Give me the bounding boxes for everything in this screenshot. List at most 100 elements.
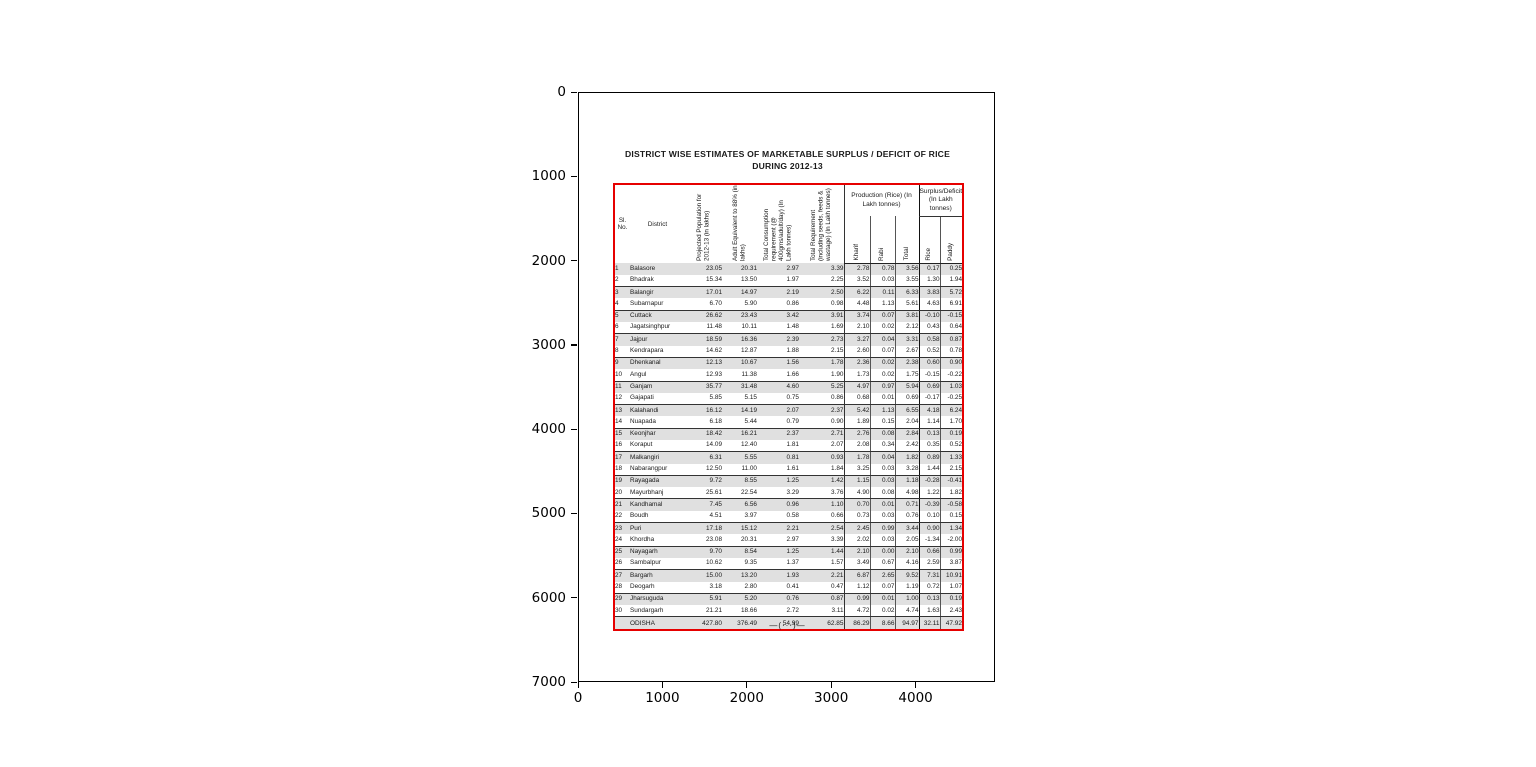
district-cell: Bargarh — [630, 571, 653, 579]
district-cell: ODISHA — [630, 616, 685, 631]
x-tick-mark — [577, 682, 579, 688]
page-footer-mark: —(···)— — [769, 621, 806, 630]
value-cell: 10.91 — [939, 569, 964, 582]
value-cell: 5.61 — [894, 298, 920, 311]
value-cell: 2.97 — [786, 264, 799, 272]
rice-table-wrap: Sl. No. District Projected Population fo… — [613, 183, 965, 632]
value-cell: 5.85 — [685, 392, 722, 406]
value-cell: 1.70 — [939, 416, 964, 429]
value-cell: 12.50 — [685, 463, 722, 476]
value-cell: 2.39 — [786, 335, 799, 343]
value-cell: 23.08 — [685, 534, 722, 547]
value-cell: 14 — [614, 416, 630, 429]
value-cell: 1.14 — [918, 416, 941, 429]
district-cell: Puri — [630, 524, 642, 532]
table-row: 20 Mayurbhanj 25.61 22.54 3.29 3.76 4.90 0.08 4.… — [614, 487, 964, 500]
table-body: 1 Balasore 23.05 20.31 2.97 3.39 2.78 0.78 3.56 0… — [614, 263, 964, 618]
value-cell: 1.19 — [894, 581, 920, 594]
table-row: 1 Balasore 23.05 20.31 2.97 3.39 2.78 0.78 3.56 0… — [614, 263, 964, 275]
value-cell: 3.25 — [843, 463, 870, 476]
value-cell: 1.63 — [918, 605, 941, 618]
value-cell: 0.11 — [869, 286, 895, 299]
table-row: 27 Bargarh 15.00 13.20 1.93 2.21 6.87 2.65 9.52 7… — [614, 569, 964, 582]
value-cell: 4 — [614, 298, 630, 311]
header-adult-equivalent: Adult Equivalent to 88% (in lakhs) — [731, 185, 747, 261]
y-tick-label: 1000 — [531, 168, 566, 185]
y-tick-mark — [571, 597, 577, 599]
value-cell: 0.76 — [894, 510, 920, 524]
value-cell: 17.18 — [706, 524, 722, 532]
table-header: Sl. No. District Projected Population fo… — [614, 184, 964, 264]
header-total-consumption: Total Consumption requirement (@ 400gms/… — [762, 200, 793, 261]
value-cell: 1.42 — [831, 477, 844, 485]
district-cell: Mayurbhanj — [630, 487, 685, 500]
value-cell: 0.01 — [869, 593, 895, 606]
value-cell: 8.66 — [869, 616, 895, 631]
value-cell: 0.04 — [869, 333, 895, 346]
value-cell: 3.11 — [799, 605, 844, 618]
value-cell: 3.97 — [722, 510, 757, 524]
value-cell: 3.55 — [894, 274, 920, 288]
district-cell: Nabarangpur — [630, 463, 685, 476]
value-cell: 1.22 — [918, 487, 941, 500]
value-cell: 10.11 — [722, 322, 757, 335]
value-cell: 6.91 — [939, 298, 964, 311]
total-row: ODISHA 427.80 376.49 54.99 62.85 86.29 8.66 94.… — [614, 616, 964, 631]
value-cell: 2.59 — [918, 557, 941, 571]
table-row: 30 Sundargarh 21.21 18.66 2.72 3.11 4.72 0.02 4.… — [614, 605, 964, 618]
value-cell: 25.61 — [685, 487, 722, 500]
y-tick-mark — [571, 91, 577, 93]
x-tick-mark — [661, 682, 664, 688]
value-cell: 0.72 — [918, 581, 941, 594]
value-cell: 0.87 — [939, 333, 964, 346]
table-total: ODISHA 427.80 376.49 54.99 62.85 86.29 8.66 94.… — [614, 616, 964, 631]
value-cell: 2.60 — [843, 345, 870, 358]
value-cell: 4.18 — [918, 404, 941, 417]
value-cell: 4.60 — [786, 382, 799, 390]
value-cell: 5.94 — [894, 381, 920, 393]
value-cell: 2.45 — [843, 522, 870, 535]
district-cell: Angul — [630, 369, 685, 382]
value-cell: 0.58 — [757, 510, 799, 524]
value-cell: 5.72 — [939, 286, 964, 299]
value-cell: 1.07 — [939, 581, 964, 594]
value-cell: -2.00 — [939, 534, 964, 547]
header-paddy: Paddy — [939, 216, 964, 264]
value-cell: 0.02 — [869, 369, 895, 382]
value-cell: 0.90 — [939, 357, 964, 370]
value-cell: 10.67 — [741, 359, 757, 367]
value-cell: 2 — [614, 274, 630, 288]
value-cell: -0.39 — [918, 498, 941, 511]
value-cell: 0.78 — [939, 345, 964, 358]
value-cell: 11.38 — [722, 369, 757, 382]
value-cell: 5.20 — [744, 595, 757, 603]
table-row: 23 Puri 17.18 15.12 2.21 2.54 2.45 0.99 3.44 0.90… — [614, 522, 964, 535]
district-cell: Nayagarh — [630, 548, 658, 556]
district-cell: Koraput — [630, 440, 685, 453]
x-tick-label: 3000 — [814, 690, 849, 706]
header-rice: Rice — [918, 216, 941, 264]
value-cell: 0.03 — [869, 475, 895, 488]
value-cell: 1.18 — [894, 475, 920, 488]
value-cell: 13.20 — [741, 571, 757, 579]
value-cell: 3.52 — [843, 274, 870, 288]
value-cell: 0.93 — [831, 453, 844, 461]
header-total-requirement: Total Requirement (including seeds, feed… — [809, 188, 833, 261]
value-cell: 1.03 — [939, 381, 964, 393]
value-cell: 5.91 — [709, 595, 722, 603]
y-tick-mark — [571, 260, 577, 262]
x-tick-mark — [830, 682, 832, 688]
y-tick-label: 2000 — [531, 252, 566, 269]
value-cell: 47.92 — [939, 616, 964, 631]
value-cell: 0.17 — [918, 263, 941, 275]
x-tick-mark — [915, 682, 917, 688]
rice-table: Sl. No. District Projected Population fo… — [613, 183, 965, 632]
value-cell: 3.42 — [786, 312, 799, 320]
value-cell: 1.44 — [831, 548, 844, 556]
value-cell: 11.00 — [722, 463, 757, 476]
value-cell: 18.59 — [706, 335, 722, 343]
value-cell: 2.54 — [831, 524, 844, 532]
value-cell: 9.70 — [709, 548, 722, 556]
value-cell: 13.50 — [722, 274, 757, 288]
value-cell: 5.15 — [722, 392, 757, 406]
